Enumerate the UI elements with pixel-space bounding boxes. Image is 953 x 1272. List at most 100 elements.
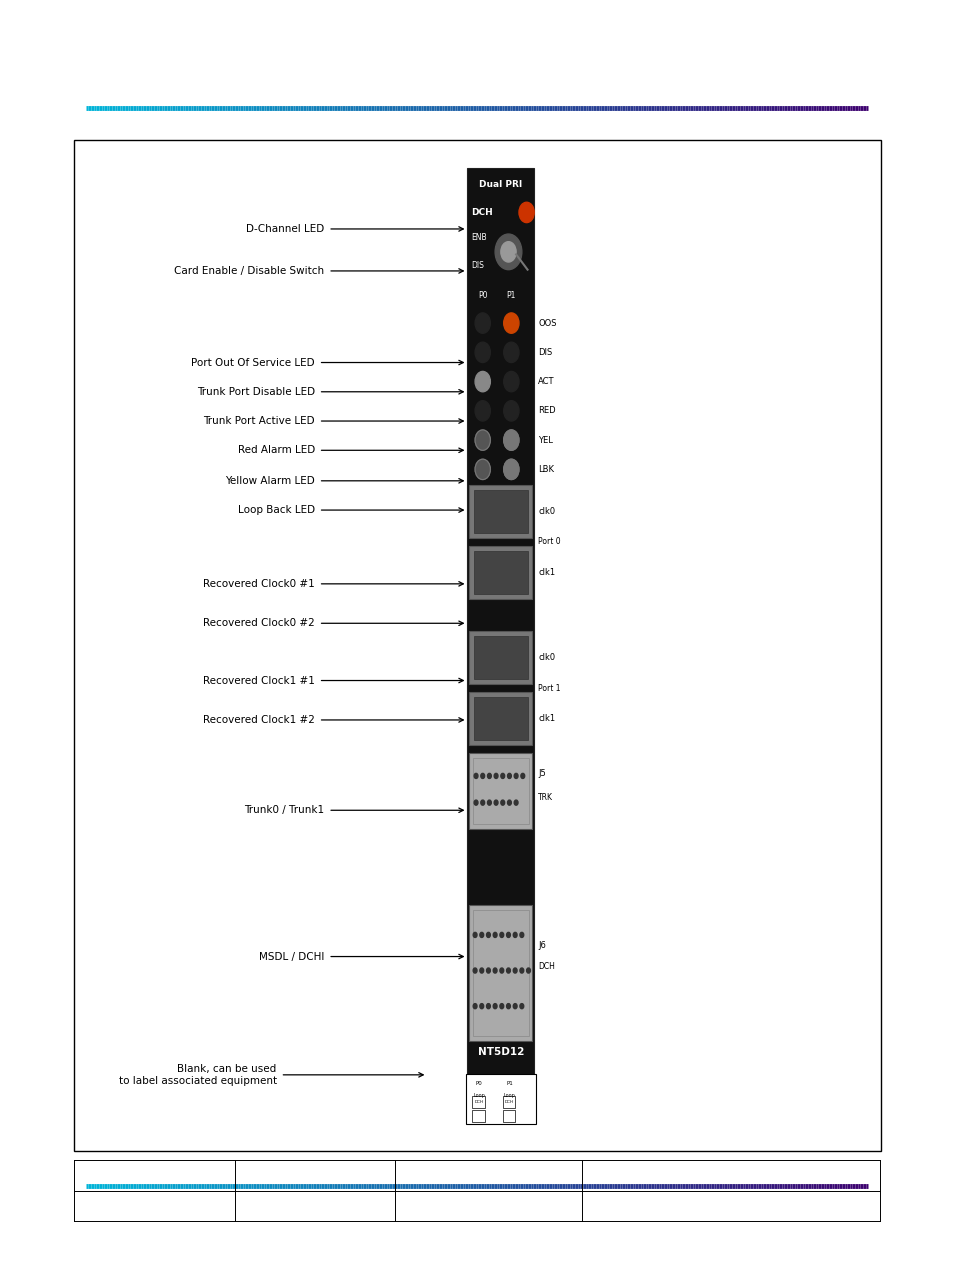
Text: ENB: ENB [471, 233, 486, 243]
Circle shape [495, 234, 521, 270]
Bar [467, 168, 534, 1122]
Circle shape [513, 932, 517, 937]
Text: J5: J5 [537, 768, 545, 778]
Circle shape [526, 968, 530, 973]
Text: P1: P1 [506, 290, 516, 300]
Text: P0: P0 [477, 290, 487, 300]
Circle shape [494, 773, 497, 778]
Text: Dual PRI: Dual PRI [478, 179, 522, 190]
Circle shape [503, 342, 518, 363]
Circle shape [520, 773, 524, 778]
Text: Loop: Loop [473, 1093, 484, 1098]
Text: DCH: DCH [537, 962, 555, 972]
Circle shape [475, 401, 490, 421]
Circle shape [474, 773, 477, 778]
Text: Port 0: Port 0 [537, 537, 560, 547]
Circle shape [499, 1004, 503, 1009]
Text: clk0: clk0 [537, 506, 555, 516]
Text: NT5D12: NT5D12 [477, 1047, 523, 1057]
Circle shape [513, 1004, 517, 1009]
Circle shape [506, 968, 510, 973]
Circle shape [473, 968, 476, 973]
Text: Recovered Clock1 #1: Recovered Clock1 #1 [203, 675, 314, 686]
Circle shape [473, 1004, 476, 1009]
Text: Trunk0 / Trunk1: Trunk0 / Trunk1 [244, 805, 324, 815]
Text: LBK: LBK [537, 464, 554, 474]
Circle shape [486, 932, 490, 937]
Text: Trunk Port Disable LED: Trunk Port Disable LED [196, 387, 314, 397]
Text: Card Enable / Disable Switch: Card Enable / Disable Switch [174, 266, 324, 276]
FancyBboxPatch shape [469, 546, 532, 599]
Circle shape [493, 1004, 497, 1009]
Text: Recovered Clock0 #1: Recovered Clock0 #1 [203, 579, 314, 589]
FancyBboxPatch shape [469, 631, 532, 684]
Text: DIS: DIS [537, 347, 552, 357]
Circle shape [514, 773, 517, 778]
Circle shape [500, 800, 504, 805]
Circle shape [519, 932, 523, 937]
Text: J6: J6 [537, 940, 545, 950]
Text: YEL: YEL [537, 435, 553, 445]
Circle shape [486, 1004, 490, 1009]
Circle shape [479, 968, 483, 973]
Circle shape [507, 800, 511, 805]
Text: TRK: TRK [537, 792, 553, 803]
Circle shape [500, 242, 516, 262]
FancyBboxPatch shape [469, 485, 532, 538]
Circle shape [499, 968, 503, 973]
Bar [502, 1096, 515, 1108]
Circle shape [519, 968, 523, 973]
Text: Recovered Clock1 #2: Recovered Clock1 #2 [203, 715, 314, 725]
FancyBboxPatch shape [469, 753, 532, 829]
Text: Blank, can be used
to label associated equipment: Blank, can be used to label associated e… [118, 1063, 276, 1086]
Circle shape [507, 773, 511, 778]
Circle shape [474, 800, 477, 805]
Text: P1: P1 [505, 1081, 513, 1086]
Text: Trunk Port Active LED: Trunk Port Active LED [203, 416, 314, 426]
Circle shape [480, 773, 484, 778]
Circle shape [475, 459, 490, 480]
Text: Yellow Alarm LED: Yellow Alarm LED [225, 476, 314, 486]
Text: Port 1: Port 1 [537, 683, 560, 693]
Circle shape [503, 459, 518, 480]
Text: DCH: DCH [474, 1099, 483, 1104]
Text: clk1: clk1 [537, 714, 555, 724]
Circle shape [506, 932, 510, 937]
Circle shape [475, 371, 490, 392]
Circle shape [487, 800, 491, 805]
Circle shape [506, 1004, 510, 1009]
Text: DCH: DCH [471, 207, 493, 218]
Text: clk1: clk1 [537, 567, 555, 577]
Text: clk0: clk0 [537, 653, 555, 663]
FancyBboxPatch shape [469, 692, 532, 745]
Circle shape [493, 932, 497, 937]
Text: MSDL / DCHI: MSDL / DCHI [258, 951, 324, 962]
Circle shape [503, 401, 518, 421]
Bar [472, 1110, 484, 1122]
FancyBboxPatch shape [474, 697, 527, 740]
Circle shape [519, 1004, 523, 1009]
Circle shape [493, 968, 497, 973]
Text: ACT: ACT [537, 377, 554, 387]
Circle shape [480, 800, 484, 805]
Text: RED: RED [537, 406, 555, 416]
Circle shape [499, 932, 503, 937]
Circle shape [503, 313, 518, 333]
Text: D-Channel LED: D-Channel LED [246, 224, 324, 234]
Circle shape [494, 800, 497, 805]
Bar [502, 1110, 515, 1122]
Text: DCH: DCH [504, 1099, 514, 1104]
Bar [472, 1096, 484, 1108]
Circle shape [514, 800, 517, 805]
Circle shape [513, 968, 517, 973]
FancyBboxPatch shape [473, 758, 528, 824]
Text: Red Alarm LED: Red Alarm LED [237, 445, 314, 455]
Text: P0: P0 [475, 1081, 482, 1086]
Circle shape [475, 313, 490, 333]
FancyBboxPatch shape [474, 490, 527, 533]
Circle shape [479, 1004, 483, 1009]
Circle shape [475, 430, 490, 450]
Text: Port Out Of Service LED: Port Out Of Service LED [191, 357, 314, 368]
Text: DIS: DIS [471, 261, 483, 271]
Circle shape [503, 371, 518, 392]
